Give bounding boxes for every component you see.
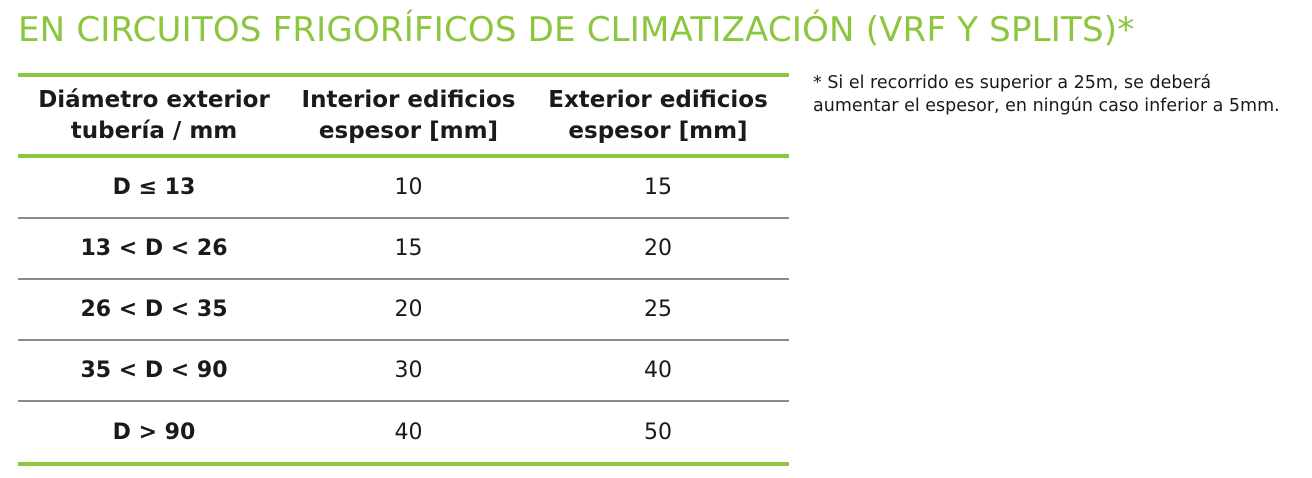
table-header-rule (18, 154, 789, 158)
header-line: Diámetro exterior (38, 86, 270, 113)
header-line: Interior edificios (301, 86, 516, 113)
exterior-thickness-cell: 50 (644, 419, 672, 445)
exterior-thickness-cell: 40 (644, 358, 672, 383)
header-line: espesor [mm] (318, 117, 499, 144)
table-header-row: Diámetro exterior tubería / mm Interior … (18, 77, 789, 154)
column-header-interior: Interior edificios espesor [mm] (290, 85, 527, 147)
interior-thickness-cell: 10 (394, 175, 423, 200)
interior-thickness-cell: 20 (394, 297, 423, 322)
diameter-cell: D ≤ 13 (112, 175, 196, 200)
table-top-rule (18, 73, 789, 77)
thickness-table: Diámetro exterior tubería / mm Interior … (18, 73, 789, 466)
table-row: D > 90 40 50 (18, 402, 789, 462)
table-bottom-rule (18, 462, 789, 466)
footnote-line: aumentar el espesor, en ningún caso infe… (813, 96, 1280, 116)
header-line: tubería / mm (70, 117, 238, 144)
footnote-line: * Si el recorrido es superior a 25m, se … (813, 73, 1212, 93)
table-row: 35 < D < 90 30 40 (18, 341, 789, 402)
column-header-diameter: Diámetro exterior tubería / mm (18, 85, 290, 147)
table-row: D ≤ 13 10 15 (18, 158, 789, 219)
page-title: EN CIRCUITOS FRIGORÍFICOS DE CLIMATIZACI… (18, 10, 1135, 50)
interior-thickness-cell: 15 (394, 236, 423, 261)
header-line: espesor [mm] (568, 117, 748, 144)
table-row: 26 < D < 35 20 25 (18, 280, 789, 341)
diameter-cell: 13 < D < 26 (80, 236, 228, 261)
exterior-thickness-cell: 15 (644, 175, 672, 200)
interior-thickness-cell: 40 (394, 419, 423, 445)
diameter-cell: 35 < D < 90 (80, 358, 228, 383)
interior-thickness-cell: 30 (394, 358, 423, 383)
column-header-exterior: Exterior edificios espesor [mm] (527, 85, 789, 147)
footnote: * Si el recorrido es superior a 25m, se … (813, 72, 1303, 118)
header-line: Exterior edificios (548, 86, 768, 113)
table-row: 13 < D < 26 15 20 (18, 219, 789, 280)
diameter-cell: 26 < D < 35 (80, 297, 228, 322)
exterior-thickness-cell: 25 (644, 297, 672, 322)
diameter-cell: D > 90 (112, 419, 196, 445)
exterior-thickness-cell: 20 (644, 236, 672, 261)
